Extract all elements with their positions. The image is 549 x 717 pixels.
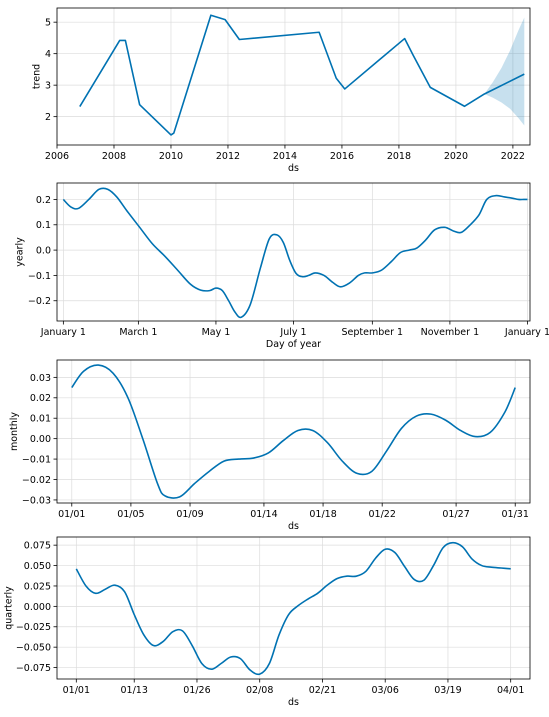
trend-x-axis-label: ds [288,163,299,174]
yearly-x-tick-label: November 1 [421,327,479,338]
quarterly-y-axis-label: quarterly [3,586,14,630]
trend-x-tick-label: 2014 [273,151,297,162]
quarterly-y-tick-label: −0.075 [16,663,51,674]
monthly-x-tick-label: 01/27 [442,509,469,520]
monthly-x-tick-label: 01/14 [250,509,277,520]
monthly-y-tick-label: 0.02 [30,393,51,404]
monthly-x-tick-label: 01/31 [502,509,529,520]
quarterly-x-tick-label: 01/26 [183,685,210,696]
monthly-x-tick-label: 01/18 [309,509,336,520]
quarterly-x-tick-label: 01/13 [121,685,148,696]
quarterly-y-tick-label: 0.075 [24,541,51,552]
quarterly-x-tick-label: 01/01 [63,685,90,696]
trend-x-tick-label: 2022 [501,151,525,162]
trend-x-tick-label: 2018 [387,151,411,162]
trend-x-tick-label: 2020 [444,151,468,162]
yearly-x-tick-label: September 1 [342,327,404,338]
trend-y-axis-label: trend [31,64,42,89]
quarterly-y-tick-label: 0.025 [24,581,51,592]
monthly-series-line [71,364,516,499]
trend-x-tick-label: 2016 [330,151,354,162]
yearly-y-axis-label: yearly [15,237,26,267]
monthly-y-tick-label: 0.00 [30,434,51,445]
trend-x-tick-label: 2010 [159,151,183,162]
yearly-x-axis-label: Day of year [266,339,321,350]
yearly-x-tick-label: January 1 [504,327,549,338]
trend-uncertainty-band [484,17,525,126]
trend-y-tick-label: 4 [45,49,51,60]
yearly-y-tick-label: −0.2 [28,296,51,307]
monthly-axes-frame [56,359,531,504]
yearly-x-tick-label: July 1 [279,327,306,338]
monthly-y-tick-label: 0.01 [30,414,51,425]
monthly-y-axis-label: monthly [9,412,20,451]
monthly-x-tick-label: 01/01 [58,509,85,520]
trend-y-tick-label: 2 [45,112,51,123]
trend-x-tick-label: 2006 [45,151,69,162]
yearly-x-tick-label: March 1 [119,327,157,338]
trend-x-tick-label: 2008 [102,151,126,162]
monthly-x-axis-label: ds [288,521,299,532]
trend-series-line [79,14,525,136]
trend-y-tick-label: 3 [45,81,51,92]
monthly-x-tick-label: 01/22 [368,509,395,520]
quarterly-y-tick-label: −0.050 [16,643,51,654]
quarterly-x-tick-label: 03/19 [434,685,461,696]
monthly-y-tick-label: −0.02 [22,475,51,486]
quarterly-x-axis-label: ds [288,697,299,708]
chart-panel-monthly: 01/01 01/05 01/09 01/14 01/18 01/22 01/27 01/31… [9,359,531,532]
monthly-x-tick-label: 01/09 [176,509,203,520]
quarterly-y-tick-label: −0.025 [16,622,51,633]
quarterly-axes-frame [56,536,531,680]
yearly-y-tick-label: 0.0 [36,246,51,257]
quarterly-series-line [75,541,511,676]
yearly-x-tick-label: January 1 [40,327,86,338]
yearly-series-line [62,187,528,319]
trend-x-tick-label: 2012 [216,151,240,162]
yearly-y-tick-label: −0.1 [28,271,51,282]
quarterly-x-tick-label: 02/21 [309,685,336,696]
trend-axes-frame [56,7,531,146]
yearly-x-tick-label: May 1 [202,327,231,338]
quarterly-x-tick-label: 02/08 [246,685,273,696]
monthly-y-tick-label: 0.03 [30,373,51,384]
chart-panel-quarterly: 01/01 01/13 01/26 02/08 02/21 03/06 03/19 04/01… [3,536,531,708]
yearly-y-tick-label: 0.2 [36,195,51,206]
yearly-y-tick-label: 0.1 [36,220,51,231]
quarterly-y-tick-label: 0.000 [24,602,51,613]
monthly-x-tick-label: 01/05 [117,509,144,520]
chart-panel-trend: 2006 2008 2010 2012 2014 2016 2018 2020 2022 2 3 4 5… [31,7,531,174]
monthly-y-tick-label: −0.01 [22,454,51,465]
trend-y-tick-label: 5 [45,18,51,29]
monthly-y-tick-label: −0.03 [22,495,51,506]
quarterly-x-tick-label: 04/01 [497,685,524,696]
quarterly-x-tick-label: 03/06 [372,685,399,696]
quarterly-y-tick-label: 0.050 [24,561,51,572]
chart-panel-yearly: January 1 March 1 May 1 July 1 September 1 No… [15,182,549,350]
